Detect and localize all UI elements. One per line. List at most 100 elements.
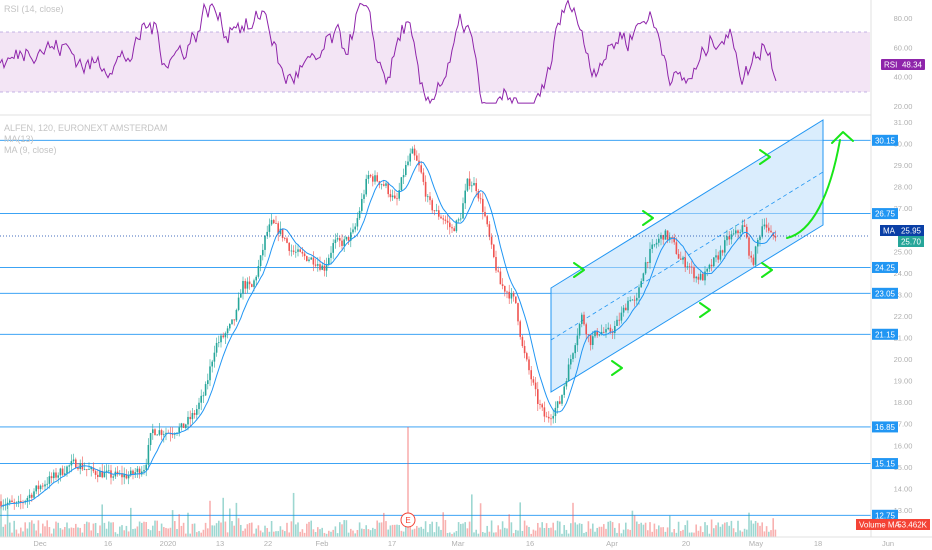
- volume-bar: [581, 523, 583, 537]
- volume-bar: [567, 533, 570, 537]
- candle-body: [486, 216, 488, 225]
- volume-bar: [365, 525, 367, 537]
- volume-bar: [400, 530, 403, 537]
- volume-bar: [768, 531, 770, 537]
- candle-body: [451, 227, 453, 229]
- candle-body: [561, 394, 563, 404]
- candle-body: [394, 195, 396, 199]
- candle-body: [583, 314, 585, 325]
- candle-body: [508, 291, 510, 299]
- volume-bar: [631, 510, 634, 537]
- volume-bar: [33, 523, 35, 537]
- candle-body: [710, 264, 713, 267]
- hand-drawn-arrows: [573, 131, 854, 376]
- price-tick-label: 27.00: [894, 204, 913, 213]
- volume-bar: [682, 529, 684, 537]
- volume-bar: [398, 525, 400, 537]
- level-tag-label: 30.15: [875, 136, 896, 145]
- candle-body: [719, 250, 722, 260]
- volume-bar: [680, 531, 682, 537]
- volume-bar: [229, 508, 231, 537]
- volume-bar: [746, 529, 748, 537]
- price-tick-label: 17.00: [894, 420, 913, 429]
- volume-bar: [486, 525, 488, 537]
- price-tick-label: 18.00: [894, 398, 913, 407]
- volume-bar: [411, 529, 414, 537]
- candle-body: [86, 469, 88, 471]
- candle-body: [717, 255, 719, 260]
- projection-arrow: [786, 139, 841, 239]
- volume-bar: [9, 522, 11, 537]
- candle-body: [730, 234, 733, 240]
- candle-body: [545, 416, 548, 418]
- candle-body: [548, 416, 550, 419]
- candle-body: [57, 475, 59, 478]
- volume-bar: [424, 521, 427, 537]
- candle-body: [26, 497, 29, 501]
- candle-body: [44, 484, 46, 487]
- volume-bar: [677, 521, 680, 537]
- rsi-legend: RSI (14, close): [4, 4, 64, 14]
- volume-bar: [660, 527, 662, 537]
- volume-bar: [552, 522, 554, 537]
- earnings-marker[interactable]: E: [400, 512, 416, 528]
- candle-body: [281, 228, 284, 239]
- level-tag-label: 26.75: [875, 210, 896, 219]
- volume-bar: [312, 529, 315, 537]
- volume-bar: [367, 529, 370, 537]
- volume-bar: [341, 524, 343, 537]
- candle-body: [572, 353, 574, 360]
- price-tick-label: 28.00: [894, 183, 913, 192]
- volume-bar: [616, 532, 618, 537]
- volume-bar: [416, 525, 418, 537]
- candle-body: [328, 257, 330, 265]
- candle-body: [341, 240, 343, 246]
- volume-bar: [490, 520, 493, 537]
- rsi-axis[interactable]: 80.00 60.00 40.00 20.00: [894, 14, 913, 111]
- candle-body: [224, 333, 227, 338]
- candle-body: [539, 403, 541, 405]
- volume-bar: [629, 529, 631, 537]
- candle-body: [268, 224, 271, 232]
- candle-body: [618, 319, 620, 321]
- volume-bar: [559, 521, 561, 537]
- volume-bar: [385, 521, 387, 537]
- time-tick-label: May: [749, 539, 763, 548]
- volume-bar: [519, 502, 521, 537]
- candle-body: [20, 500, 22, 503]
- volume-bar: [570, 523, 572, 537]
- volume-bar: [387, 529, 389, 537]
- volume-bar: [167, 528, 169, 537]
- volume-bar: [647, 530, 649, 537]
- volume-bar: [66, 522, 68, 537]
- volume-bar: [242, 530, 244, 537]
- volume-bar: [204, 522, 207, 537]
- candle-body: [620, 312, 623, 321]
- volume-bar: [339, 522, 341, 537]
- time-tick-label: 16: [526, 539, 534, 548]
- rsi-pane: RSI (14, close): [0, 0, 870, 105]
- volume-ma-tag: Volume MA 53.462K: [856, 519, 930, 530]
- candle-body: [323, 265, 326, 271]
- price-tick-label: 25.00: [894, 247, 913, 256]
- volume-bar: [526, 525, 528, 537]
- volume-bar: [207, 528, 209, 537]
- ma-line: [0, 161, 776, 507]
- volume-bar: [0, 506, 2, 537]
- volume-bar: [497, 525, 499, 537]
- candle-body: [35, 485, 37, 492]
- volume-bar: [719, 526, 722, 537]
- candle-body: [215, 342, 218, 353]
- candle-body: [600, 331, 603, 335]
- volume-bar: [268, 531, 271, 537]
- time-axis[interactable]: Dec 16 2020 13 22 Feb 17 Mar 16 Apr 20 May 18 Jun: [33, 539, 894, 548]
- volume-bar: [24, 522, 26, 537]
- candle-body: [768, 227, 770, 231]
- candle-body: [495, 257, 497, 271]
- volume-bar: [649, 522, 651, 537]
- candle-body: [66, 466, 68, 474]
- volume-bar: [4, 524, 7, 537]
- volume-bar: [389, 525, 392, 537]
- volume-bar: [380, 522, 383, 537]
